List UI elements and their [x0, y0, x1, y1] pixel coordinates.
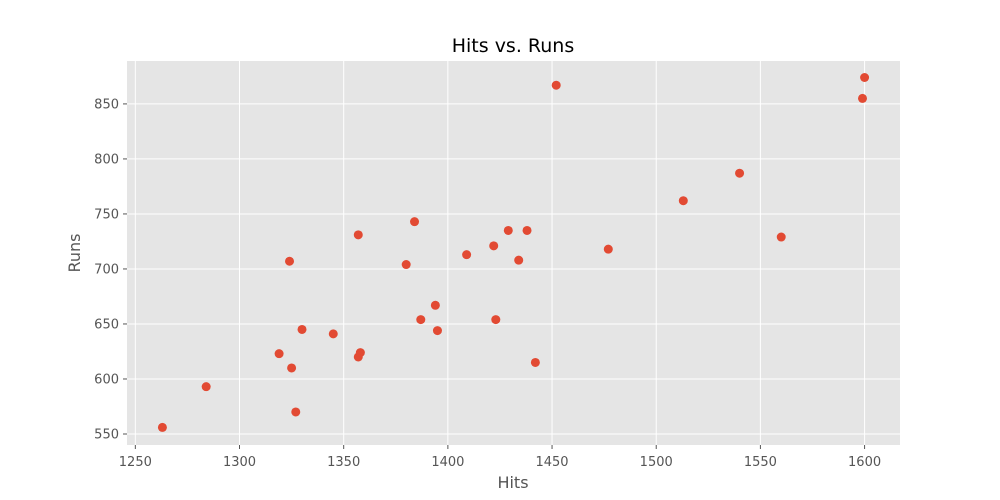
data-point: [678, 196, 688, 206]
data-point: [860, 73, 870, 83]
y-tick-label: 600: [94, 372, 119, 387]
data-point: [416, 315, 426, 325]
data-point: [857, 93, 867, 103]
data-point: [603, 244, 613, 254]
data-point: [735, 168, 745, 178]
data-point: [328, 329, 338, 339]
data-point: [274, 349, 284, 359]
data-point: [430, 300, 440, 310]
x-axis-ticks: 1250 1300 1350 1400 1450 1500 1550 1600: [119, 445, 881, 470]
data-point: [401, 260, 411, 270]
data-point: [489, 241, 499, 251]
data-point: [776, 232, 786, 242]
y-tick-label: 850: [94, 97, 119, 112]
x-tick-label: 1450: [535, 455, 568, 470]
data-point: [432, 326, 442, 336]
y-tick-label: 800: [94, 152, 119, 167]
plot-area: [127, 61, 900, 445]
data-points: [157, 73, 870, 432]
data-point: [410, 217, 420, 227]
data-point: [157, 422, 167, 432]
x-tick-label: 1400: [431, 455, 464, 470]
data-point: [287, 363, 297, 373]
x-tick-label: 1550: [744, 455, 777, 470]
chart-title: Hits vs. Runs: [452, 35, 575, 57]
x-tick-label: 1600: [848, 455, 881, 470]
y-tick-label: 550: [94, 427, 119, 442]
y-axis-label: Runs: [65, 233, 84, 272]
data-point: [462, 250, 472, 260]
data-point: [201, 382, 211, 392]
data-point: [297, 324, 307, 334]
y-tick-label: 750: [94, 207, 119, 222]
data-point: [291, 407, 301, 417]
data-point: [491, 315, 501, 325]
data-point: [285, 256, 295, 266]
x-tick-label: 1350: [327, 455, 360, 470]
x-tick-label: 1250: [119, 455, 152, 470]
x-tick-label: 1300: [223, 455, 256, 470]
data-point: [514, 255, 524, 265]
y-axis-ticks: 550 600 650 700 750 800 850: [94, 97, 127, 442]
data-point: [530, 357, 540, 367]
x-axis-label: Hits: [497, 473, 528, 492]
data-point: [353, 230, 363, 240]
data-point: [551, 80, 561, 90]
data-point: [503, 225, 513, 235]
data-point: [522, 225, 532, 235]
y-tick-label: 650: [94, 317, 119, 332]
data-point: [355, 348, 365, 358]
grid-lines: [127, 61, 900, 445]
x-tick-label: 1500: [640, 455, 673, 470]
y-tick-label: 700: [94, 262, 119, 277]
